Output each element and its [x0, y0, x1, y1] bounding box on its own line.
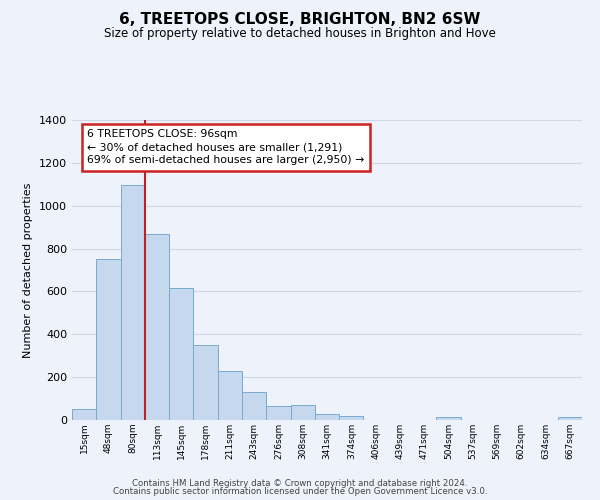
Y-axis label: Number of detached properties: Number of detached properties [23, 182, 34, 358]
Bar [266, 406, 290, 420]
Bar [315, 414, 339, 420]
Bar [339, 416, 364, 420]
Bar [218, 371, 242, 420]
Text: 6 TREETOPS CLOSE: 96sqm
← 30% of detached houses are smaller (1,291)
69% of semi: 6 TREETOPS CLOSE: 96sqm ← 30% of detache… [88, 129, 365, 166]
Bar [290, 404, 315, 420]
Text: Size of property relative to detached houses in Brighton and Hove: Size of property relative to detached ho… [104, 28, 496, 40]
Bar [242, 392, 266, 420]
Bar [145, 234, 169, 420]
Bar [169, 288, 193, 420]
Bar [121, 186, 145, 420]
Bar [558, 417, 582, 420]
Text: 6, TREETOPS CLOSE, BRIGHTON, BN2 6SW: 6, TREETOPS CLOSE, BRIGHTON, BN2 6SW [119, 12, 481, 28]
Bar [72, 409, 96, 420]
Text: Contains public sector information licensed under the Open Government Licence v3: Contains public sector information licen… [113, 487, 487, 496]
Bar [436, 418, 461, 420]
Bar [193, 346, 218, 420]
Text: Contains HM Land Registry data © Crown copyright and database right 2024.: Contains HM Land Registry data © Crown c… [132, 478, 468, 488]
Bar [96, 260, 121, 420]
